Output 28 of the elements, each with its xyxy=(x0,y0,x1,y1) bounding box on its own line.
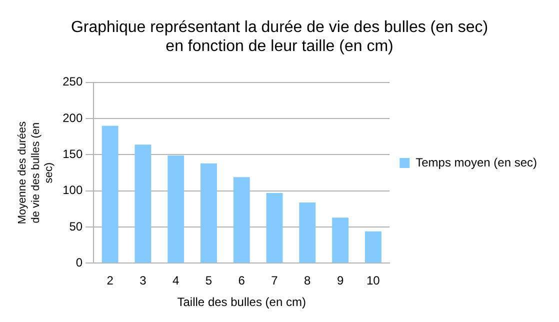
bar xyxy=(134,144,152,263)
x-tick-label: 5 xyxy=(205,274,212,288)
y-tick-label: 50 xyxy=(69,219,83,234)
x-tick-label: 7 xyxy=(271,274,278,288)
bar xyxy=(102,126,118,263)
bar xyxy=(332,218,349,263)
x-tick-label: 4 xyxy=(172,274,180,288)
x-tick-label: 9 xyxy=(336,274,344,288)
y-tick-label: 0 xyxy=(76,256,83,270)
legend-label: Temps moyen (en sec) xyxy=(416,155,538,170)
y-tick-label: 100 xyxy=(62,183,83,198)
chart-title: Graphique représentant la durée de vie des bulles (en sec) en fonction de leur taille (en cm) xyxy=(70,19,488,56)
bar xyxy=(168,155,184,263)
bar xyxy=(233,177,250,263)
y-tick-label: 250 xyxy=(62,74,83,89)
bar xyxy=(266,193,283,263)
x-tick-label: 2 xyxy=(106,274,114,288)
bar xyxy=(364,231,382,263)
y-tick-label: 150 xyxy=(62,147,83,162)
x-tick-label: 6 xyxy=(238,274,246,288)
y-axis-title: Moyenne des durées de vie des bulles (en sec) xyxy=(16,120,56,224)
y-tick-label: 200 xyxy=(62,110,83,125)
x-tick-label: 3 xyxy=(140,274,147,288)
bar xyxy=(200,163,217,263)
x-tick-label: 8 xyxy=(304,274,312,288)
x-axis-title: Taille des bulles (en cm) xyxy=(177,295,306,310)
x-tick-label: 10 xyxy=(366,274,380,288)
bar xyxy=(299,202,316,263)
